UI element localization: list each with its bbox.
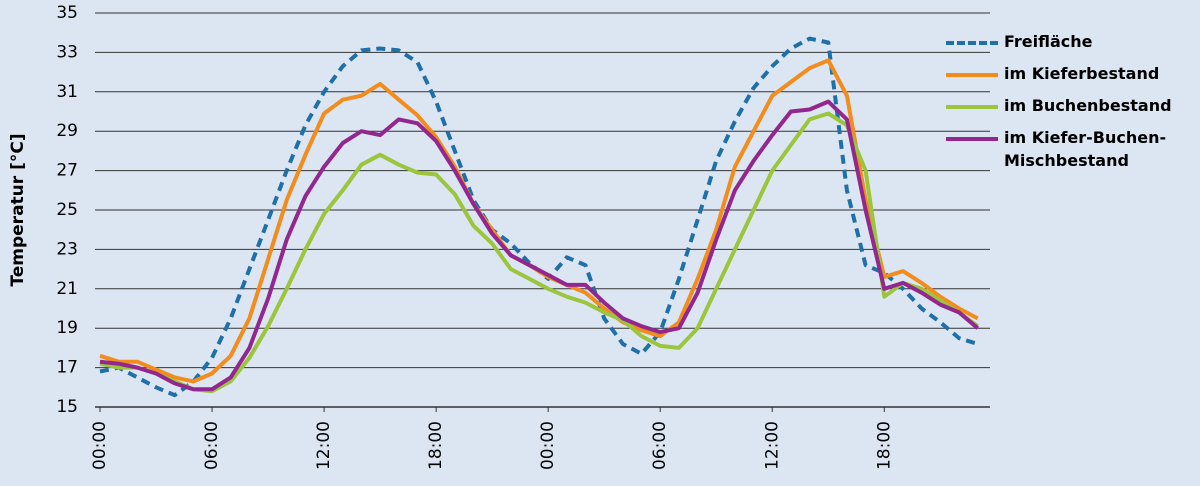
legend-item: im Kiefer-Buchen-Mischbestand	[946, 126, 1196, 172]
x-tick-label: 12:00	[762, 421, 782, 470]
x-tick-label: 00:00	[538, 421, 558, 470]
y-tick-label: 31	[56, 82, 78, 102]
series-line	[99, 99, 979, 392]
x-tick-label: 18:00	[874, 421, 894, 470]
y-tick-label: 19	[56, 318, 78, 338]
x-tick-label: 18:00	[426, 421, 446, 470]
legend-label: im Buchenbestand	[1004, 96, 1172, 115]
x-tick-label: 06:00	[650, 421, 670, 470]
legend-label: im Kiefer-Buchen-Mischbestand	[1004, 128, 1167, 170]
legend: Freifläche im Kieferbestand im Buchenbesta…	[946, 30, 1196, 181]
y-tick-label: 29	[56, 121, 78, 141]
y-tick-label: 33	[56, 42, 78, 62]
y-tick-label: 21	[56, 279, 78, 299]
legend-swatch	[946, 137, 998, 141]
y-tick-label: 17	[56, 358, 78, 378]
legend-label: im Kieferbestand	[1004, 64, 1160, 83]
series-line	[99, 58, 979, 384]
series-line	[99, 111, 979, 394]
y-tick-label: 25	[56, 200, 78, 220]
legend-label: Freifläche	[1004, 32, 1093, 51]
legend-item: im Buchenbestand	[946, 94, 1196, 117]
x-tick-label: 12:00	[314, 421, 334, 470]
y-tick-label: 27	[56, 161, 78, 181]
legend-item: im Kieferbestand	[946, 62, 1196, 85]
x-tick-label: 06:00	[202, 421, 222, 470]
legend-swatch	[946, 41, 998, 45]
legend-swatch	[946, 73, 998, 77]
legend-swatch	[946, 105, 998, 109]
y-tick-label: 15	[56, 397, 78, 417]
y-tick-label: 23	[56, 239, 78, 259]
y-tick-label: 35	[56, 3, 78, 23]
y-axis-label: Temperatur [°C]	[8, 133, 28, 286]
legend-item: Freifläche	[946, 30, 1196, 53]
x-tick-label: 00:00	[90, 421, 110, 470]
